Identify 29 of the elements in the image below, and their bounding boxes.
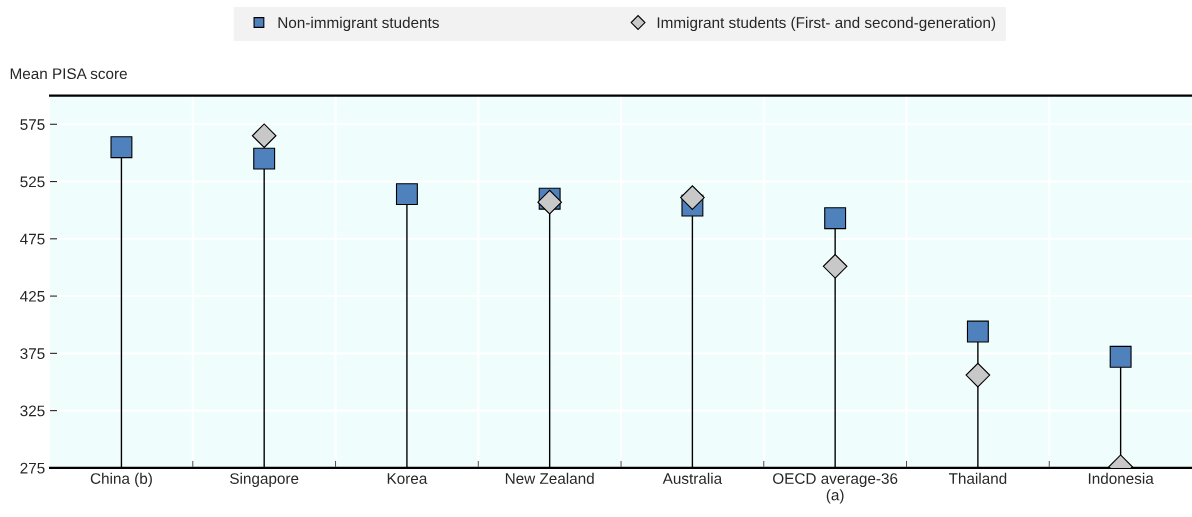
x-tick-label: New Zealand <box>505 472 594 484</box>
x-tick-label: Korea <box>387 473 428 484</box>
y-tick-label: 475 <box>20 233 45 245</box>
y-tick-label: 275 <box>20 462 45 474</box>
point <box>110 136 133 159</box>
point <box>965 362 991 388</box>
point <box>537 189 563 215</box>
point <box>251 123 277 149</box>
point <box>824 207 847 230</box>
legend-label: Immigrant students (First- and second-generation) <box>657 16 996 32</box>
point <box>395 183 418 206</box>
point <box>1109 345 1132 368</box>
point <box>822 253 848 279</box>
y-tick-label: 575 <box>20 119 45 130</box>
legend-label: Non-immigrant students <box>278 16 439 32</box>
point <box>680 185 705 210</box>
x-tick-label: Thailand <box>948 472 1007 484</box>
y-tick-label: 425 <box>20 290 45 302</box>
x-tick-label: Singapore <box>230 472 299 487</box>
y-tick-label: 525 <box>20 176 45 188</box>
x-tick-label: OECD average-36 (a) <box>773 473 898 504</box>
point <box>966 320 989 343</box>
y-tick-label: 375 <box>20 348 45 360</box>
y-tick-label: 325 <box>20 405 45 417</box>
x-tick-label: Australia <box>662 472 723 484</box>
point <box>253 147 276 170</box>
x-tick-label: China (b) <box>90 472 152 487</box>
y-axis-title: Mean PISA score <box>10 68 127 80</box>
x-tick-label: Indonesia <box>1088 472 1154 484</box>
